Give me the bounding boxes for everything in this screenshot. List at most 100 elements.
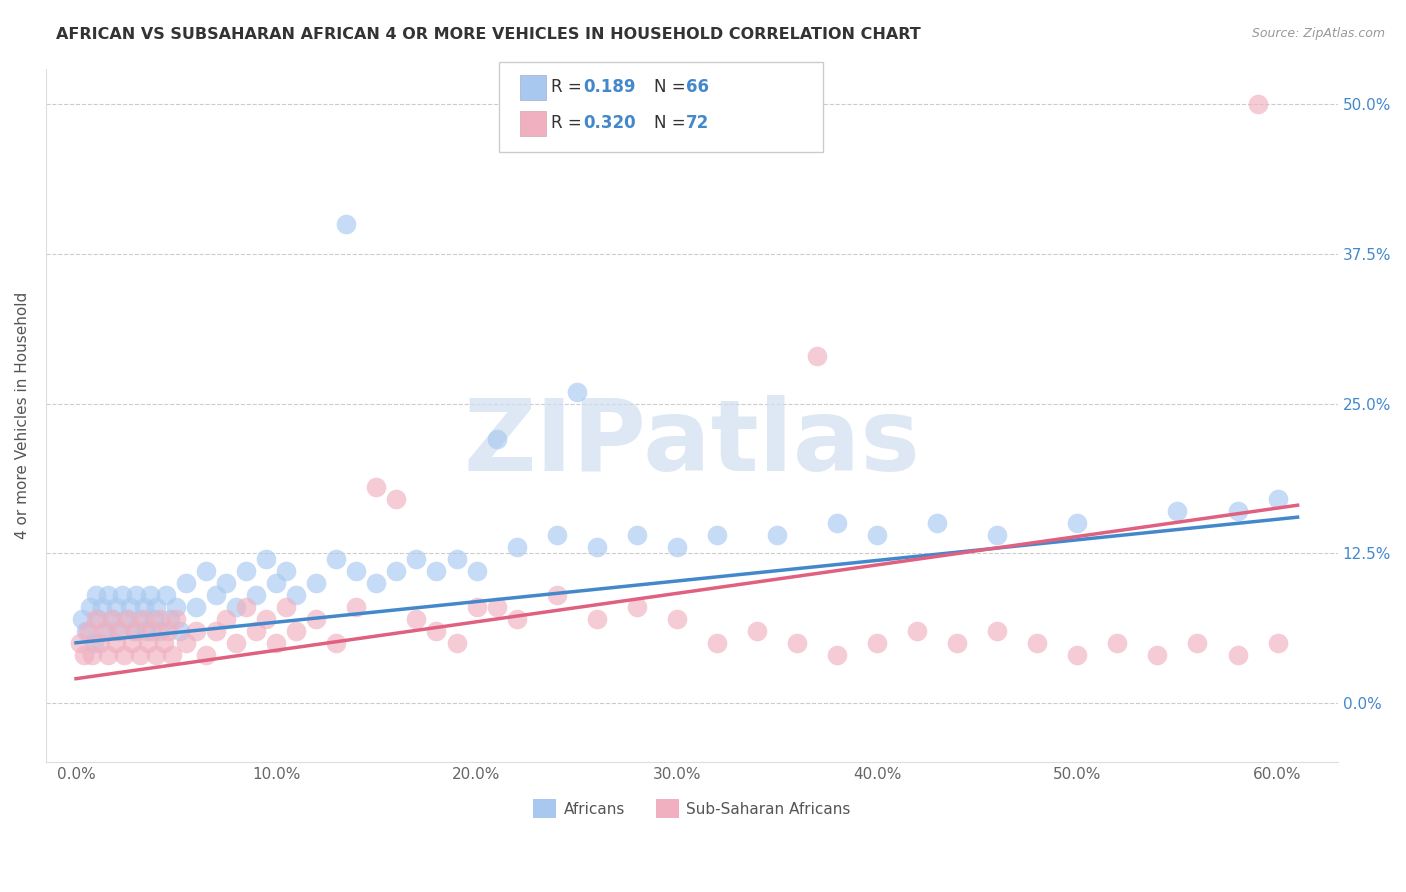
Africans — [505, 540, 527, 554]
Africans — [665, 540, 688, 554]
Africans — [155, 588, 177, 602]
Sub-Saharan Africans — [205, 624, 228, 638]
Sub-Saharan Africans — [1187, 636, 1209, 650]
Sub-Saharan Africans — [1066, 648, 1088, 662]
Text: N =: N = — [654, 78, 690, 96]
Sub-Saharan Africans — [112, 648, 135, 662]
Africans — [94, 624, 117, 638]
Africans — [105, 599, 128, 614]
Sub-Saharan Africans — [505, 612, 527, 626]
Africans — [235, 564, 257, 578]
Africans — [159, 612, 181, 626]
Sub-Saharan Africans — [1107, 636, 1129, 650]
Sub-Saharan Africans — [745, 624, 768, 638]
Africans — [83, 636, 105, 650]
Africans — [225, 599, 247, 614]
Africans — [585, 540, 607, 554]
Africans — [344, 564, 367, 578]
Africans — [97, 588, 120, 602]
Africans — [195, 564, 218, 578]
Text: N =: N = — [654, 114, 690, 132]
Africans — [325, 552, 347, 566]
Sub-Saharan Africans — [385, 492, 408, 507]
Sub-Saharan Africans — [325, 636, 347, 650]
Africans — [79, 599, 101, 614]
Legend: Africans, Sub-Saharan Africans: Africans, Sub-Saharan Africans — [527, 793, 856, 824]
Africans — [245, 588, 267, 602]
Africans — [205, 588, 228, 602]
Sub-Saharan Africans — [446, 636, 468, 650]
Africans — [84, 588, 107, 602]
Sub-Saharan Africans — [84, 612, 107, 626]
Africans — [139, 588, 162, 602]
Africans — [465, 564, 488, 578]
Sub-Saharan Africans — [344, 599, 367, 614]
Sub-Saharan Africans — [1146, 648, 1168, 662]
Y-axis label: 4 or more Vehicles in Household: 4 or more Vehicles in Household — [15, 292, 30, 539]
Sub-Saharan Africans — [986, 624, 1008, 638]
Sub-Saharan Africans — [141, 624, 163, 638]
Africans — [276, 564, 298, 578]
Sub-Saharan Africans — [101, 612, 124, 626]
Africans — [91, 599, 114, 614]
Sub-Saharan Africans — [825, 648, 848, 662]
Text: ZIPatlas: ZIPatlas — [464, 395, 921, 491]
Sub-Saharan Africans — [195, 648, 218, 662]
Sub-Saharan Africans — [866, 636, 889, 650]
Sub-Saharan Africans — [626, 599, 648, 614]
Africans — [425, 564, 447, 578]
Africans — [215, 576, 238, 591]
Africans — [366, 576, 388, 591]
Sub-Saharan Africans — [235, 599, 257, 614]
Sub-Saharan Africans — [405, 612, 427, 626]
Sub-Saharan Africans — [89, 636, 111, 650]
Africans — [145, 599, 167, 614]
Africans — [132, 599, 155, 614]
Africans — [264, 576, 287, 591]
Africans — [87, 612, 110, 626]
Africans — [149, 624, 172, 638]
Africans — [335, 217, 357, 231]
Sub-Saharan Africans — [1226, 648, 1249, 662]
Text: Source: ZipAtlas.com: Source: ZipAtlas.com — [1251, 27, 1385, 40]
Africans — [125, 588, 148, 602]
Sub-Saharan Africans — [121, 636, 143, 650]
Sub-Saharan Africans — [165, 612, 187, 626]
Sub-Saharan Africans — [132, 612, 155, 626]
Africans — [285, 588, 308, 602]
Africans — [107, 624, 129, 638]
Sub-Saharan Africans — [174, 636, 197, 650]
Sub-Saharan Africans — [905, 624, 928, 638]
Africans — [986, 528, 1008, 542]
Africans — [485, 433, 508, 447]
Sub-Saharan Africans — [1246, 97, 1268, 112]
Sub-Saharan Africans — [1267, 636, 1289, 650]
Sub-Saharan Africans — [786, 636, 808, 650]
Sub-Saharan Africans — [225, 636, 247, 650]
Africans — [305, 576, 328, 591]
Sub-Saharan Africans — [276, 599, 298, 614]
Africans — [143, 612, 166, 626]
Sub-Saharan Africans — [1026, 636, 1049, 650]
Africans — [186, 599, 208, 614]
Africans — [1166, 504, 1188, 518]
Sub-Saharan Africans — [69, 636, 91, 650]
Africans — [111, 588, 134, 602]
Africans — [825, 516, 848, 530]
Sub-Saharan Africans — [97, 648, 120, 662]
Sub-Saharan Africans — [665, 612, 688, 626]
Africans — [129, 612, 152, 626]
Africans — [135, 624, 157, 638]
Africans — [1226, 504, 1249, 518]
Africans — [165, 599, 187, 614]
Sub-Saharan Africans — [125, 624, 148, 638]
Africans — [626, 528, 648, 542]
Text: 72: 72 — [686, 114, 710, 132]
Sub-Saharan Africans — [160, 648, 183, 662]
Africans — [169, 624, 191, 638]
Africans — [546, 528, 568, 542]
Africans — [115, 612, 138, 626]
Africans — [70, 612, 93, 626]
Sub-Saharan Africans — [93, 624, 115, 638]
Sub-Saharan Africans — [117, 612, 139, 626]
